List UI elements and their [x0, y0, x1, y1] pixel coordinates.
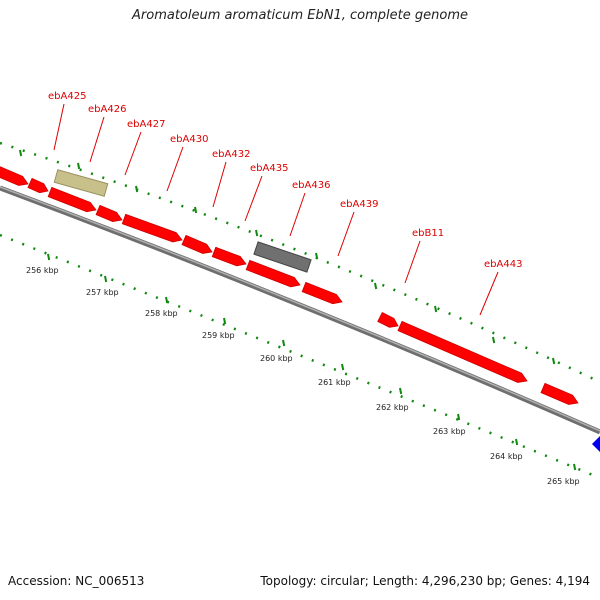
gene-label-leader	[289, 192, 306, 237]
gene-label-leader	[89, 116, 105, 163]
gene-label[interactable]: ebA432	[212, 149, 250, 160]
gene-arrow[interactable]	[47, 186, 97, 213]
gene-label-leader	[404, 240, 421, 284]
scale-label: 265 kbp	[547, 477, 580, 486]
gene-label-leader	[244, 175, 263, 222]
gene-label-leader	[166, 146, 184, 192]
scale-label: 257 kbp	[86, 288, 119, 297]
gene-label-leader	[53, 103, 65, 151]
outer-major-tick	[255, 229, 259, 237]
gene-arrow[interactable]	[397, 320, 528, 383]
outer-major-tick	[492, 336, 496, 344]
feature-box[interactable]	[253, 241, 312, 273]
gene-arrow[interactable]	[121, 213, 183, 243]
scale-label: 263 kbp	[433, 427, 466, 436]
scale-major-tick	[282, 339, 286, 347]
gene-arrow[interactable]	[301, 281, 343, 305]
accession-text: Accession: NC_006513	[8, 574, 145, 588]
gene-arrow[interactable]	[0, 165, 29, 186]
pseudogene-box[interactable]	[53, 169, 109, 197]
outer-major-tick	[77, 162, 81, 170]
gene-label-leader	[337, 211, 355, 257]
next-feature-marker[interactable]	[592, 436, 600, 452]
scale-label: 259 kbp	[202, 331, 235, 340]
gene-arrow[interactable]	[377, 311, 399, 328]
outer-major-tick	[194, 206, 198, 214]
scale-label: 261 kbp	[318, 378, 351, 387]
scale-major-tick	[341, 363, 345, 371]
outer-major-tick	[434, 305, 438, 313]
gene-label[interactable]: ebA427	[127, 119, 165, 130]
scale-major-tick	[573, 463, 577, 471]
outer-major-tick	[552, 357, 556, 365]
gene-arrow[interactable]	[245, 259, 301, 288]
gene-label-leader	[212, 161, 227, 208]
genome-summary-text: Topology: circular; Length: 4,296,230 bp…	[260, 574, 590, 588]
scale-label: 264 kbp	[490, 452, 523, 461]
map-title: Aromatoleum aromaticum EbN1, complete ge…	[132, 8, 468, 23]
scale-major-tick	[399, 387, 403, 395]
scale-major-tick	[515, 438, 519, 446]
gene-label[interactable]: ebA425	[48, 91, 86, 102]
gene-label-leader	[479, 271, 499, 316]
gene-label[interactable]: ebA443	[484, 259, 522, 270]
gene-arrow[interactable]	[211, 246, 247, 267]
gene-label[interactable]: ebA426	[88, 104, 126, 115]
scale-label: 256 kbp	[26, 266, 59, 275]
gene-arrow[interactable]	[181, 234, 213, 254]
scale-major-tick	[457, 413, 461, 421]
scale-label: 262 kbp	[376, 403, 409, 412]
outer-tick-ring	[0, 141, 600, 384]
gene-label[interactable]: ebB11	[412, 228, 444, 239]
gene-arrow[interactable]	[27, 177, 49, 194]
gene-label[interactable]: ebA430	[170, 134, 208, 145]
outer-major-tick	[374, 282, 378, 290]
scale-major-tick	[165, 296, 169, 304]
outer-major-tick	[135, 185, 139, 193]
gene-label[interactable]: ebA436	[292, 180, 330, 191]
inner-tick-ring	[0, 233, 600, 480]
scale-major-tick	[47, 253, 51, 261]
scale-label: 258 kbp	[145, 309, 178, 318]
scale-label: 260 kbp	[260, 354, 293, 363]
genome-backbone	[0, 185, 600, 435]
scale-major-tick	[223, 317, 227, 325]
gene-label[interactable]: ebA439	[340, 199, 378, 210]
outer-major-tick	[19, 149, 23, 157]
gene-arrow[interactable]	[95, 204, 123, 222]
gene-arrow[interactable]	[540, 382, 579, 405]
outer-major-tick	[315, 252, 319, 260]
gene-label-leader	[124, 131, 142, 176]
gene-label[interactable]: ebA435	[250, 163, 288, 174]
scale-major-tick	[104, 275, 108, 283]
